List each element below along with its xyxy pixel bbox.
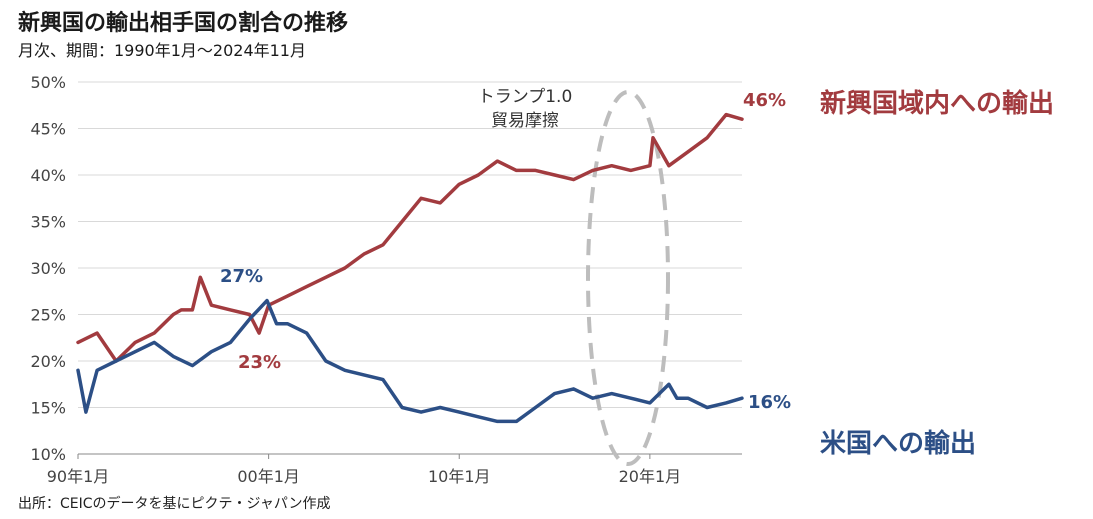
annotation-line-2: 貿易摩擦	[491, 111, 559, 131]
y-tick-label: 35%	[30, 213, 66, 232]
x-tick-label: 20年1月	[619, 467, 682, 486]
y-tick-label: 45%	[30, 120, 66, 139]
data-label-intra-46: 46%	[743, 90, 786, 111]
legend-intra-label: 新興国域内への輸出	[820, 88, 1054, 119]
annotation-line-1: トランプ1.0	[478, 87, 573, 107]
y-tick-label: 15%	[30, 399, 66, 418]
y-tick-label: 20%	[30, 352, 66, 371]
y-tick-label: 40%	[30, 166, 66, 185]
data-label-us-16: 16%	[748, 392, 791, 413]
x-tick-label: 00年1月	[237, 467, 300, 486]
trade-war-ellipse	[586, 90, 670, 466]
source-note: 出所：CEICのデータを基にピクテ・ジャパン作成	[18, 495, 331, 512]
y-tick-label: 10%	[30, 445, 66, 464]
x-tick-label: 10年1月	[428, 467, 491, 486]
y-tick-label: 25%	[30, 306, 66, 325]
data-label-intra-23: 23%	[238, 352, 281, 373]
y-tick-label: 30%	[30, 259, 66, 278]
y-axis-ticks: 10% 15% 20% 25% 30% 35% 40% 45% 50%	[30, 73, 66, 464]
chart-subtitle: 月次、期間：1990年1月～2024年11月	[18, 41, 306, 60]
grid-lines	[78, 81, 742, 455]
chart-title: 新興国の輸出相手国の割合の推移	[18, 10, 348, 36]
y-tick-label: 50%	[30, 73, 66, 92]
series-line-us	[76, 298, 744, 424]
x-axis-ticks: 90年1月 00年1月 10年1月 20年1月	[47, 454, 681, 486]
series-lines	[76, 112, 744, 424]
series-line-intra	[76, 112, 744, 363]
legend-us-label: 米国への輸出	[820, 428, 976, 459]
data-label-us-27: 27%	[220, 266, 263, 287]
x-tick-label: 90年1月	[47, 467, 110, 486]
